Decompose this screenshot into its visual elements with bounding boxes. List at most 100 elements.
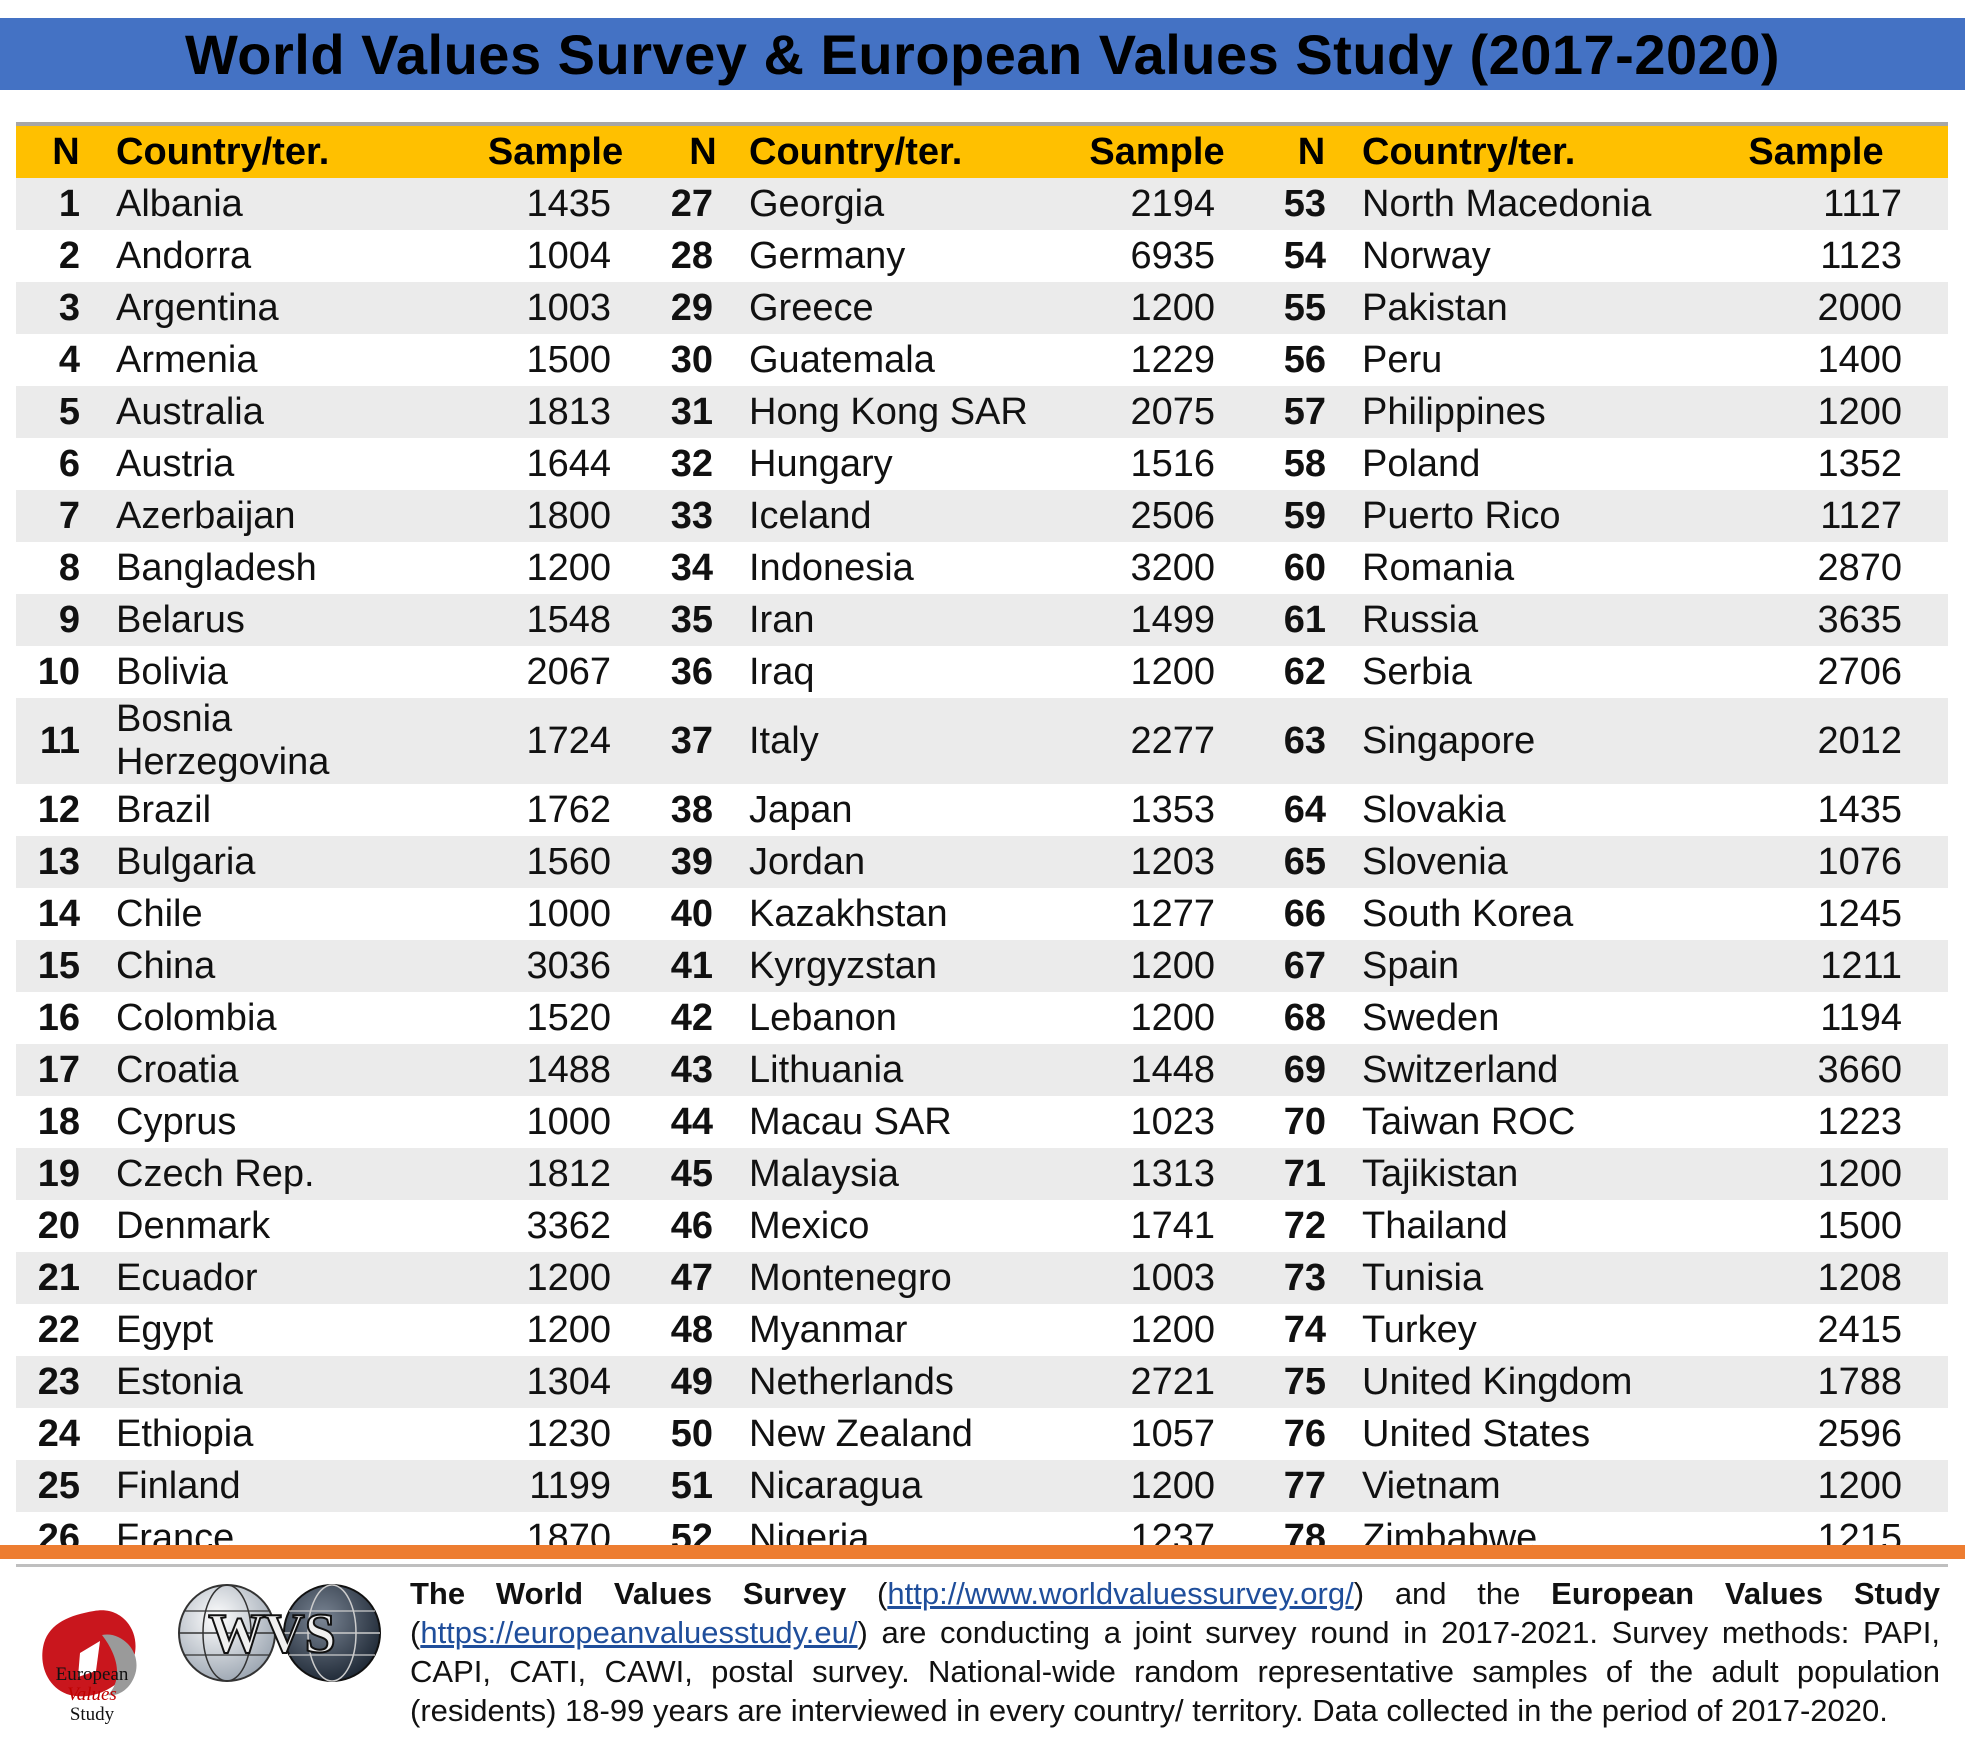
sample-size: 1203 xyxy=(1053,836,1261,888)
sample-size: 2415 xyxy=(1684,1304,1948,1356)
table-row: 17 Croatia 1488 43 Lithuania 1448 69 Switzerlan… xyxy=(16,1044,1948,1096)
sample-size: 1200 xyxy=(1053,1460,1261,1512)
row-number: 62 xyxy=(1261,646,1362,698)
country-name: Pakistan xyxy=(1362,282,1684,334)
country-name: Ethiopia xyxy=(116,1408,454,1460)
row-number: 70 xyxy=(1261,1096,1362,1148)
evs-logo-line: European xyxy=(55,1664,129,1685)
country-name: Romania xyxy=(1362,542,1684,594)
country-name: Croatia xyxy=(116,1044,454,1096)
row-number: 49 xyxy=(657,1356,749,1408)
footer-description: The World Values Survey (http://www.worl… xyxy=(410,1576,1940,1728)
country-name: Iraq xyxy=(749,646,1053,698)
country-name: Myanmar xyxy=(749,1304,1053,1356)
country-name: Egypt xyxy=(116,1304,454,1356)
country-name: Lebanon xyxy=(749,992,1053,1044)
row-number: 14 xyxy=(16,888,116,940)
sample-size: 1123 xyxy=(1684,230,1948,282)
row-number: 73 xyxy=(1261,1252,1362,1304)
country-name: Lithuania xyxy=(749,1044,1053,1096)
country-name: Bolivia xyxy=(116,646,454,698)
row-number: 2 xyxy=(16,230,116,282)
row-number: 5 xyxy=(16,386,116,438)
row-number: 25 xyxy=(16,1460,116,1512)
sample-size: 1488 xyxy=(454,1044,657,1096)
country-name: Malaysia xyxy=(749,1148,1053,1200)
sample-size: 2075 xyxy=(1053,386,1261,438)
row-number: 10 xyxy=(16,646,116,698)
country-name: Mexico xyxy=(749,1200,1053,1252)
country-name: United States xyxy=(1362,1408,1684,1460)
row-number: 38 xyxy=(657,784,749,836)
row-number: 23 xyxy=(16,1356,116,1408)
table-row: 25 Finland 1199 51 Nicaragua 1200 77 Vietnam 120… xyxy=(16,1460,1948,1512)
row-number: 13 xyxy=(16,836,116,888)
sample-size: 1199 xyxy=(454,1460,657,1512)
country-name: Russia xyxy=(1362,594,1684,646)
sample-size: 1277 xyxy=(1053,888,1261,940)
header-country: Country/ter. xyxy=(1362,126,1684,178)
header-n: N xyxy=(16,126,116,178)
sample-size: 1200 xyxy=(1053,646,1261,698)
header-sample: Sample xyxy=(1053,126,1261,178)
table-row: 19 Czech Rep. 1812 45 Malaysia 1313 71 Tajikist… xyxy=(16,1148,1948,1200)
row-number: 76 xyxy=(1261,1408,1362,1460)
row-number: 12 xyxy=(16,784,116,836)
table-row: 15 China 3036 41 Kyrgyzstan 1200 67 Spain 1211 xyxy=(16,940,1948,992)
wvs-logo-letters: WVS xyxy=(208,1603,336,1665)
table-row: 12 Brazil 1762 38 Japan 1353 64 Slovakia 1435 xyxy=(16,784,1948,836)
country-name: Greece xyxy=(749,282,1053,334)
country-name: Finland xyxy=(116,1460,454,1512)
country-name: Italy xyxy=(749,698,1053,784)
wvs-link[interactable]: http://www.worldvaluessurvey.org/ xyxy=(887,1576,1354,1611)
evs-link[interactable]: https://europeanvaluesstudy.eu/ xyxy=(420,1615,858,1650)
country-name: Colombia xyxy=(116,992,454,1044)
country-name: Czech Rep. xyxy=(116,1148,454,1200)
country-name: Singapore xyxy=(1362,698,1684,784)
sample-size: 1230 xyxy=(454,1408,657,1460)
footer-body-text: ) are conducting a joint survey round in… xyxy=(410,1615,1940,1728)
country-sample-table: N Country/ter. Sample N Country/ter. Sam… xyxy=(16,126,1948,1564)
table-row: 6 Austria 1644 32 Hungary 1516 58 Poland 1352 xyxy=(16,438,1948,490)
row-number: 19 xyxy=(16,1148,116,1200)
sample-size: 1200 xyxy=(1684,386,1948,438)
sample-size: 1448 xyxy=(1053,1044,1261,1096)
sample-size: 1076 xyxy=(1684,836,1948,888)
evs-logo-icon xyxy=(42,1610,137,1697)
sample-size: 1400 xyxy=(1684,334,1948,386)
table-row: 10 Bolivia 2067 36 Iraq 1200 62 Serbia 2706 xyxy=(16,646,1948,698)
row-number: 1 xyxy=(16,178,116,230)
row-number: 69 xyxy=(1261,1044,1362,1096)
row-number: 15 xyxy=(16,940,116,992)
sample-size: 2277 xyxy=(1053,698,1261,784)
country-name: Germany xyxy=(749,230,1053,282)
header-country: Country/ter. xyxy=(116,126,454,178)
sample-size: 1117 xyxy=(1684,178,1948,230)
country-name: Azerbaijan xyxy=(116,490,454,542)
country-name: Bulgaria xyxy=(116,836,454,888)
table-row: 14 Chile 1000 40 Kazakhstan 1277 66 South Korea… xyxy=(16,888,1948,940)
row-number: 57 xyxy=(1261,386,1362,438)
country-name: Tajikistan xyxy=(1362,1148,1684,1200)
row-number: 45 xyxy=(657,1148,749,1200)
country-name: New Zealand xyxy=(749,1408,1053,1460)
table-row: 9 Belarus 1548 35 Iran 1499 61 Russia 3635 xyxy=(16,594,1948,646)
country-name: Hungary xyxy=(749,438,1053,490)
country-name: Nicaragua xyxy=(749,1460,1053,1512)
country-sample-table-wrapper: N Country/ter. Sample N Country/ter. Sam… xyxy=(16,122,1948,1567)
sample-size: 1548 xyxy=(454,594,657,646)
header-country: Country/ter. xyxy=(749,126,1053,178)
country-name: Macau SAR xyxy=(749,1096,1053,1148)
sample-size: 1229 xyxy=(1053,334,1261,386)
row-number: 44 xyxy=(657,1096,749,1148)
table-row: 11 Bosnia Herzegovina 1724 37 Italy 2277 63 Sin… xyxy=(16,698,1948,784)
table-row: 3 Argentina 1003 29 Greece 1200 55 Pakistan 2000 xyxy=(16,282,1948,334)
sample-size: 1499 xyxy=(1053,594,1261,646)
country-name: Slovenia xyxy=(1362,836,1684,888)
row-number: 56 xyxy=(1261,334,1362,386)
row-number: 47 xyxy=(657,1252,749,1304)
sample-size: 1127 xyxy=(1684,490,1948,542)
header-sample: Sample xyxy=(454,126,657,178)
row-number: 33 xyxy=(657,490,749,542)
row-number: 43 xyxy=(657,1044,749,1096)
